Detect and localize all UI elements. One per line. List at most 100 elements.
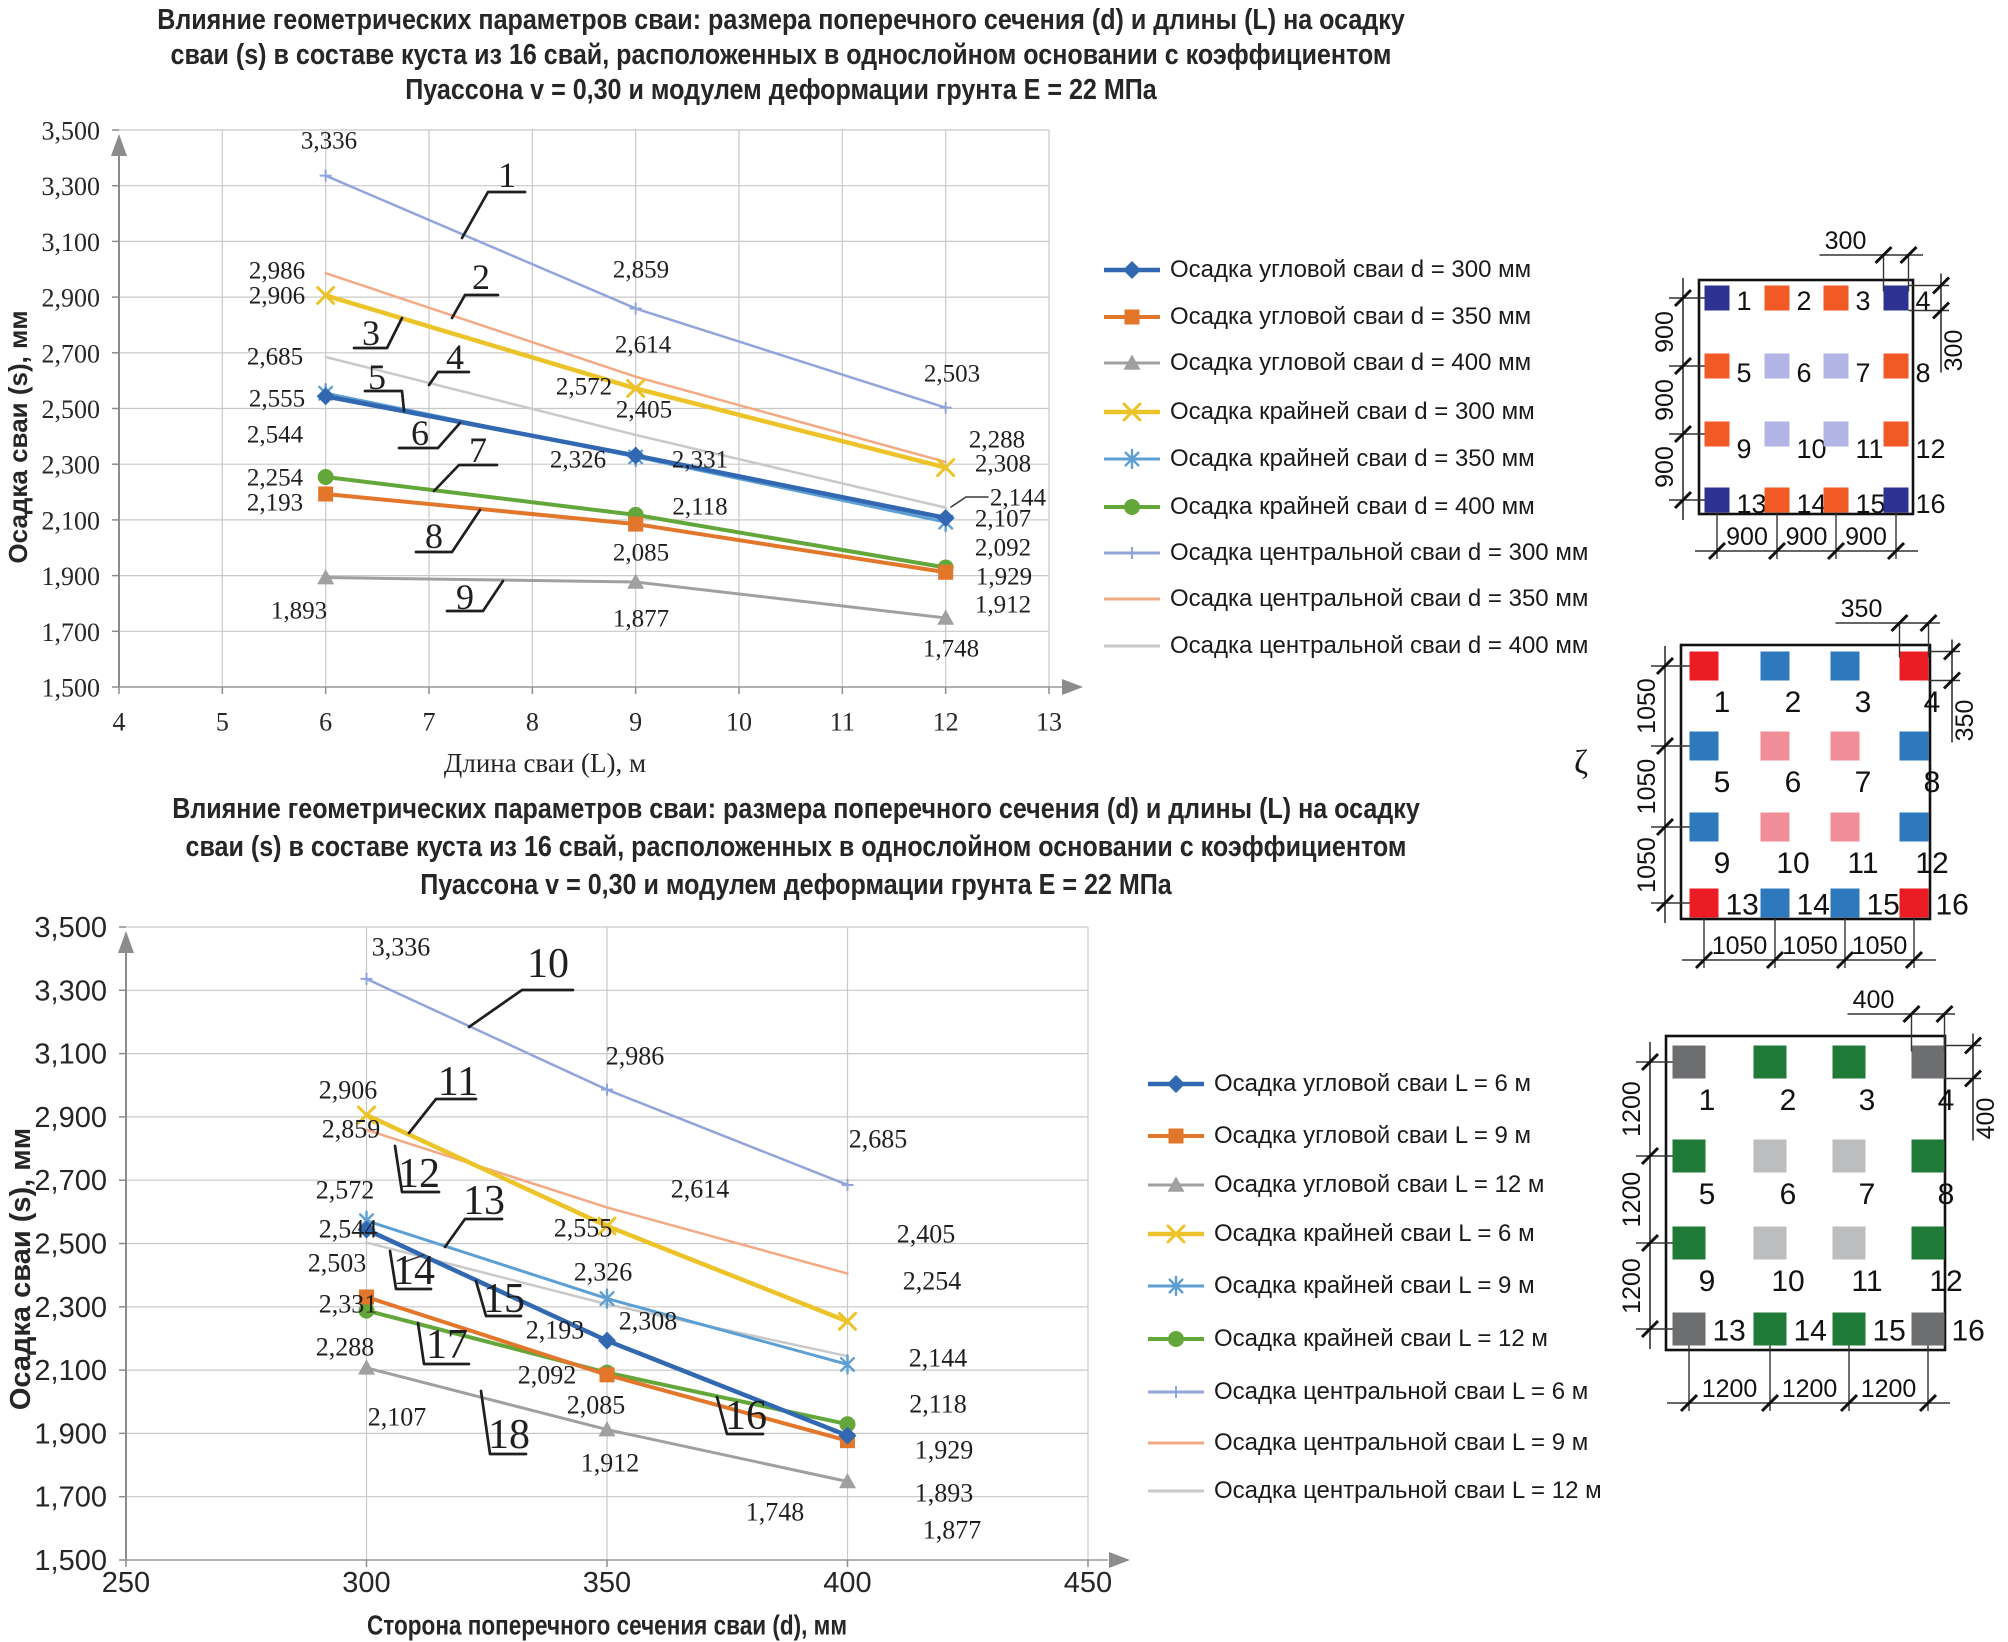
- legend-item-6: Осадка крайней сваи L = 12 м: [1146, 1323, 1548, 1355]
- pile-edge-14: [1753, 1312, 1787, 1346]
- x-tick-label: 350: [583, 1567, 631, 1599]
- y-tick-label: 2,500: [34, 1229, 107, 1261]
- dim-label-top: 300: [1825, 227, 1867, 255]
- dim-tick: [1640, 1146, 1660, 1166]
- dim-label-left: 1050: [1633, 759, 1661, 815]
- dim-label-bottom: 1200: [1861, 1375, 1917, 1403]
- legend-item-4: Осадка крайней сваи L = 6 м: [1146, 1218, 1535, 1250]
- pile-number: 3: [1859, 1084, 1876, 1117]
- x-marker: [1166, 1224, 1186, 1244]
- x-tick-label: 5: [216, 708, 229, 737]
- pile-number: 13: [1713, 1315, 1746, 1348]
- pile-number: 2: [1785, 686, 1802, 719]
- pile-center-6: [1760, 731, 1790, 761]
- pile-center-11: [1823, 421, 1849, 447]
- bottom-chart: 1,500 1,700 1,900 2,100 2,300 2,500 2,700 2,900…: [5, 912, 1130, 1641]
- value-label: 2,906: [319, 1076, 378, 1105]
- figure-title-bottom-line3: Пуассона v = 0,30 и модулем деформации г…: [420, 869, 1172, 901]
- value-label: 2,859: [613, 257, 669, 284]
- y-axis-arrow: [118, 931, 134, 953]
- legend-marker-diamond: [1104, 261, 1160, 279]
- pile-center-11: [1832, 1226, 1866, 1260]
- x-marker: [936, 458, 956, 478]
- triangle-marker: [1123, 354, 1141, 370]
- pile-number: 12: [1929, 1265, 1962, 1298]
- pile-number: 16: [1952, 1315, 1985, 1348]
- dim-label-bottom: 1050: [1852, 932, 1908, 960]
- dim-label-right: 400: [1972, 1098, 2000, 1140]
- callout-leader: [363, 389, 406, 413]
- value-label: 2,572: [556, 374, 612, 401]
- series: [316, 169, 956, 625]
- legend-label: Осадка центральной сваи d = 300 мм: [1170, 539, 1589, 566]
- dim-label-bottom: 900: [1845, 523, 1887, 551]
- value-label: 3,336: [301, 128, 357, 155]
- cap-outline: [1697, 278, 1915, 516]
- pile-number: 5: [1699, 1178, 1716, 1211]
- x-tick-label: 300: [342, 1567, 390, 1599]
- legend-marker-asterisk: [1104, 448, 1160, 470]
- asterisk-marker: [839, 1354, 856, 1375]
- series-1: [316, 387, 955, 527]
- legend-item-7: Осадка центральной сваи d = 300 мм: [1102, 537, 1588, 569]
- pile-number: 1: [1714, 686, 1731, 719]
- y-tick-label: 2,700: [42, 339, 101, 368]
- series-1: [357, 1220, 857, 1445]
- legend-item-2: Осадка угловой сваи L = 9 м: [1146, 1120, 1531, 1152]
- value-label: 1,893: [915, 1479, 974, 1508]
- triangle-marker: [1167, 1176, 1185, 1192]
- triangle-marker: [627, 573, 645, 589]
- legend-label: Осадка угловой сваи L = 12 м: [1214, 1171, 1545, 1198]
- legend-marker-plus: [1104, 547, 1160, 559]
- dim-label-left: 900: [1651, 311, 1679, 353]
- value-label: 2,555: [554, 1214, 613, 1243]
- callout-leader: [474, 1279, 523, 1318]
- series-7: [319, 169, 952, 414]
- triangle-marker: [598, 1421, 616, 1437]
- pile-number: 9: [1737, 434, 1752, 464]
- value-label: 2,405: [897, 1220, 956, 1249]
- pile-number: 1: [1737, 286, 1752, 316]
- pile-number: 9: [1714, 847, 1731, 880]
- legend-item-5: Осадка крайней сваи d = 350 мм: [1102, 443, 1535, 475]
- diamond-marker: [838, 1426, 857, 1445]
- dim-label-bottom: 900: [1726, 523, 1768, 551]
- callout-number: 9: [456, 577, 474, 617]
- callout-leader: [445, 579, 505, 613]
- x-axis-title: Сторона поперечного сечения сваи (d), мм: [367, 1610, 847, 1641]
- callout-number: 10: [527, 941, 569, 987]
- callout-leader: [450, 293, 500, 320]
- callout-leader: [416, 1321, 471, 1366]
- value-label: 1,929: [915, 1436, 974, 1465]
- x-tick-label: 9: [629, 708, 642, 737]
- y-tick-label: 1,900: [42, 562, 101, 591]
- legend-label: Осадка угловой сваи d = 400 мм: [1170, 349, 1532, 376]
- legend-label: Осадка крайней сваи L = 9 м: [1214, 1272, 1535, 1299]
- legend-marker-x: [1148, 1224, 1204, 1244]
- dim-tick: [1931, 276, 1951, 295]
- dim-tick: [1826, 541, 1846, 561]
- legend-marker-triangle: [1148, 1176, 1204, 1192]
- legend-item-7: Осадка центральной сваи L = 6 м: [1146, 1376, 1588, 1408]
- x-tick-label: 13: [1036, 708, 1062, 737]
- zeta-mark: ζ: [1574, 744, 1589, 781]
- pile-center-7: [1823, 353, 1849, 379]
- pile-number: 8: [1938, 1178, 1955, 1211]
- circle-marker: [1168, 1331, 1184, 1347]
- legend-item-8: Осадка центральной сваи L = 9 м: [1146, 1427, 1588, 1459]
- value-label: 2,331: [319, 1290, 378, 1319]
- square-marker: [318, 486, 334, 502]
- x-tick-label: 250: [102, 1567, 150, 1599]
- legend-item-9: Осадка центральной сваи L = 12 м: [1146, 1475, 1602, 1507]
- pile-edge-5: [1672, 1139, 1706, 1173]
- value-label: 2,144: [990, 485, 1047, 512]
- value-label: 2,614: [615, 332, 672, 359]
- pile-edge-15: [1823, 487, 1849, 513]
- x-axis-arrow: [1109, 1552, 1130, 1568]
- dim-tick: [1640, 1052, 1660, 1072]
- x-tick-label: 10: [726, 708, 752, 737]
- square-marker: [1168, 1128, 1184, 1144]
- pile-number: 1: [1699, 1084, 1716, 1117]
- pile-number: 13: [1737, 489, 1767, 519]
